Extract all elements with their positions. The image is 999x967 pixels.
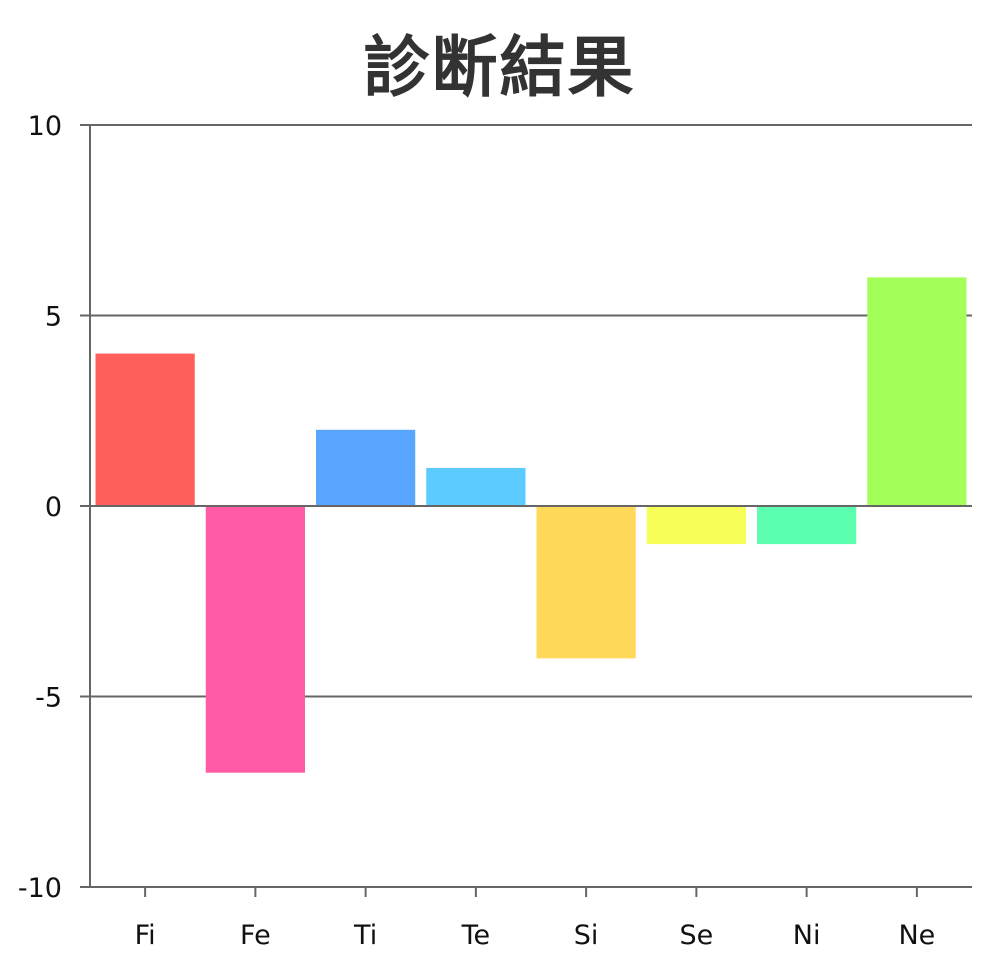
x-tick-label: Ti <box>353 920 377 951</box>
x-tick-label: Ni <box>793 920 821 951</box>
y-tick-label: -10 <box>18 873 62 904</box>
x-tick-label: Fi <box>135 920 156 951</box>
bar-se <box>646 506 746 545</box>
y-tick-label: 0 <box>45 492 62 523</box>
bar-ni <box>757 506 857 545</box>
bar-fi <box>95 353 195 506</box>
x-tick-label: Te <box>461 920 491 951</box>
y-tick-label: 10 <box>28 111 62 142</box>
x-tick-label: Fe <box>240 920 271 951</box>
bar-ne <box>867 277 967 506</box>
bar-fe <box>205 506 305 773</box>
y-tick-label: 5 <box>45 302 62 333</box>
bar-si <box>536 506 636 659</box>
x-tick-label: Ne <box>898 920 935 951</box>
tick-labels: -10 -5 0 5 10 Fi Fe Ti Te Si Se Ni Ne <box>18 111 935 951</box>
chart-title: 診断結果 <box>363 29 636 106</box>
x-tick-label: Se <box>680 920 714 951</box>
bars <box>95 277 967 773</box>
x-tick-label: Si <box>574 920 599 951</box>
axes <box>80 124 972 897</box>
y-tick-label: -5 <box>35 683 62 714</box>
bar-te <box>426 467 526 506</box>
bar-ti <box>316 429 416 506</box>
